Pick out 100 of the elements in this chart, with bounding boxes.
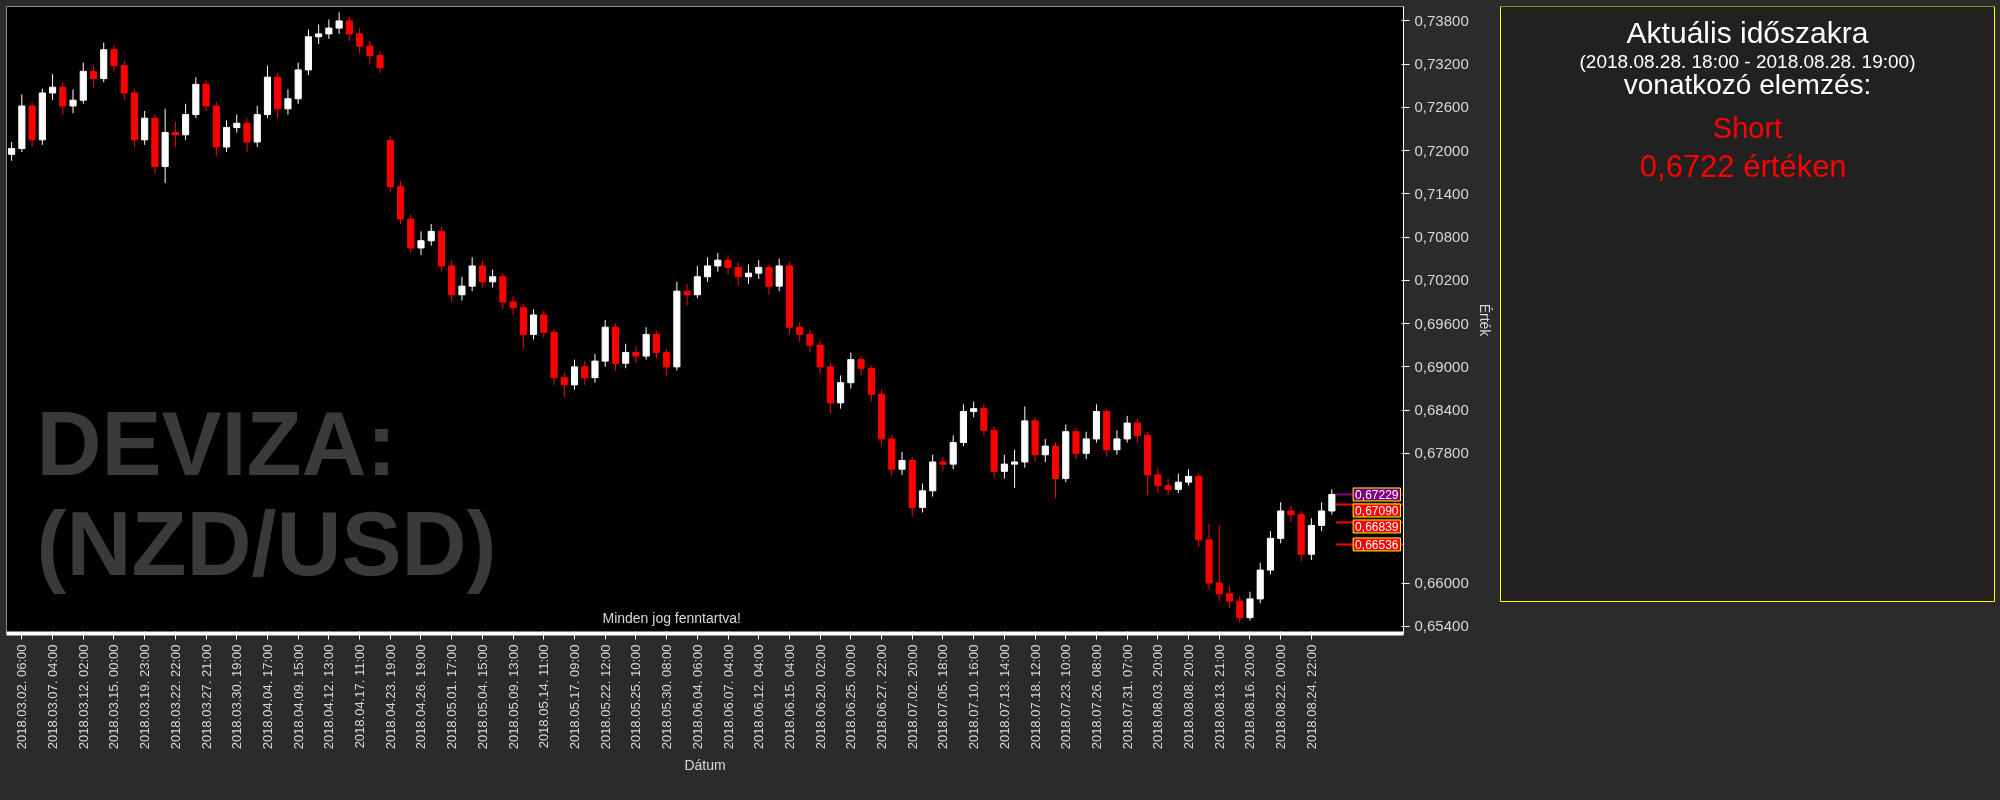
candlestick [663, 348, 671, 376]
candlestick [693, 265, 701, 299]
text: DEVIZA: (NZD/USD) [36, 393, 497, 594]
candlestick [89, 65, 98, 88]
candlestick [1215, 524, 1223, 602]
candlestick [652, 330, 660, 359]
y-tick-label: 0,65400 [1414, 617, 1469, 635]
annotation: Minden jog fenntartva! [602, 609, 741, 626]
candlestick [540, 310, 548, 339]
candlestick [703, 256, 712, 283]
candlestick [1174, 473, 1182, 494]
candlestick [366, 40, 374, 65]
candlestick [202, 79, 210, 112]
x-tick-label: 2018.04.26. 19:00 [413, 644, 429, 750]
text: (2018.08.28. 18:00 - 2018.08.28. 19:00) [1579, 51, 1916, 72]
x-tick-label: 2018.06.15. 04:00 [781, 644, 797, 750]
x-tick-label: 2018.03.27. 21:00 [198, 644, 214, 750]
candlestick [765, 264, 773, 296]
x-tick-label: 2018.05.01. 17:00 [444, 644, 460, 750]
x-tick-label: 2018.05.09. 13:00 [505, 644, 521, 750]
y-tick-label: 0,73800 [1414, 11, 1469, 29]
x-tick-label: 2018.05.22. 12:00 [597, 644, 613, 750]
x-tick-label: 2018.08.24. 22:00 [1303, 644, 1319, 750]
x-tick-label: 2018.04.17. 11:00 [352, 644, 368, 749]
y-tick-label: 0,70800 [1414, 228, 1469, 246]
x-axis-title: Dátum [684, 757, 726, 774]
candlestick [478, 259, 486, 289]
candlestick [141, 110, 149, 146]
y-tick-label: 0,70200 [1414, 271, 1469, 289]
candlestick [642, 326, 650, 361]
x-tick-label: 2018.08.13. 21:00 [1211, 644, 1227, 750]
candlestick [59, 81, 67, 116]
candlestick [1328, 488, 1336, 516]
candlestick [949, 434, 957, 470]
candlestick [581, 360, 589, 386]
candlestick [325, 18, 333, 40]
x-tick-label: 2018.03.12. 02:00 [75, 644, 91, 750]
x-tick-label: 2018.05.04. 15:00 [474, 644, 490, 750]
y-tick-label: 0,68400 [1414, 401, 1469, 419]
x-tick-label: 2018.03.02. 06:00 [14, 644, 30, 750]
x-tick-label: 2018.03.30. 19:00 [229, 644, 245, 750]
y-tick-label: 0,72000 [1414, 141, 1469, 159]
y-tick-label: 0,69600 [1414, 314, 1469, 332]
y-tick-label: 0,73200 [1414, 55, 1469, 73]
y-tick-label: 0,67800 [1414, 444, 1469, 462]
candlestick [857, 355, 865, 376]
x-tick-label: 2018.08.08. 20:00 [1181, 644, 1197, 750]
y-tick-label: 0,69000 [1414, 357, 1469, 375]
x-tick-label: 2018.03.22. 22:00 [167, 644, 183, 750]
x-tick-label: 2018.05.25. 10:00 [628, 644, 644, 750]
candlestick [755, 259, 763, 280]
x-tick-label: 2018.03.07. 04:00 [45, 644, 61, 750]
candlestick [1246, 591, 1254, 622]
candlestick [1154, 467, 1162, 494]
candlestick [233, 114, 241, 134]
candlestick [1041, 438, 1049, 463]
y-tick-label: 0,66000 [1414, 574, 1469, 592]
candlestick [1123, 415, 1131, 444]
x-tick-label: 2018.07.02. 20:00 [904, 644, 920, 750]
x-tick-label: 2018.06.27. 22:00 [874, 644, 890, 750]
x-tick-label: 2018.06.07. 04:00 [720, 644, 736, 750]
candlestick [171, 121, 179, 148]
x-tick-label: 2018.06.04. 06:00 [689, 644, 705, 750]
x-tick-label: 2018.06.12. 04:00 [751, 644, 767, 750]
x-tick-label: 2018.03.15. 00:00 [106, 644, 122, 750]
candlestick [632, 346, 640, 364]
candlestick [458, 276, 466, 302]
candlestick [417, 230, 425, 256]
candlestick [560, 372, 568, 398]
candlestick [1318, 501, 1326, 532]
candlestick [683, 283, 691, 307]
x-tick-label: 2018.07.31. 07:00 [1119, 644, 1135, 750]
x-tick-label: 2018.07.05. 18:00 [935, 644, 951, 750]
candlestick [918, 483, 927, 513]
x-tick-label: 2018.04.09. 15:00 [290, 644, 306, 750]
candlestick [1164, 478, 1172, 496]
x-tick-label: 2018.08.16. 20:00 [1242, 644, 1258, 750]
text: Short [1712, 111, 1783, 144]
x-tick-label: 2018.04.04. 17:00 [259, 644, 275, 750]
candlestick [724, 254, 732, 276]
candlestick [530, 308, 538, 340]
candlestick [1225, 586, 1234, 609]
candlestick [468, 256, 476, 292]
candlestick [622, 343, 630, 369]
candlestick [110, 44, 118, 72]
candlestick [1113, 429, 1121, 456]
x-tick-label: 2018.08.22. 00:00 [1273, 644, 1289, 750]
candlestick [222, 119, 231, 153]
x-tick-label: 2018.06.20. 02:00 [812, 644, 828, 750]
candlestick [714, 252, 722, 273]
candlestick [427, 223, 435, 247]
y-tick-label: 0,71400 [1414, 184, 1469, 202]
x-tick-label: 2018.04.12. 13:00 [321, 644, 337, 750]
candlestick [1000, 454, 1008, 480]
candlestick [1287, 504, 1295, 523]
x-tick-label: 2018.03.19. 23:00 [137, 644, 153, 750]
x-tick-label: 2018.08.03. 20:00 [1150, 644, 1166, 750]
candlestick [847, 351, 855, 389]
candlestick [1011, 449, 1019, 489]
text: vonatkozó elemzés: [1623, 69, 1872, 100]
